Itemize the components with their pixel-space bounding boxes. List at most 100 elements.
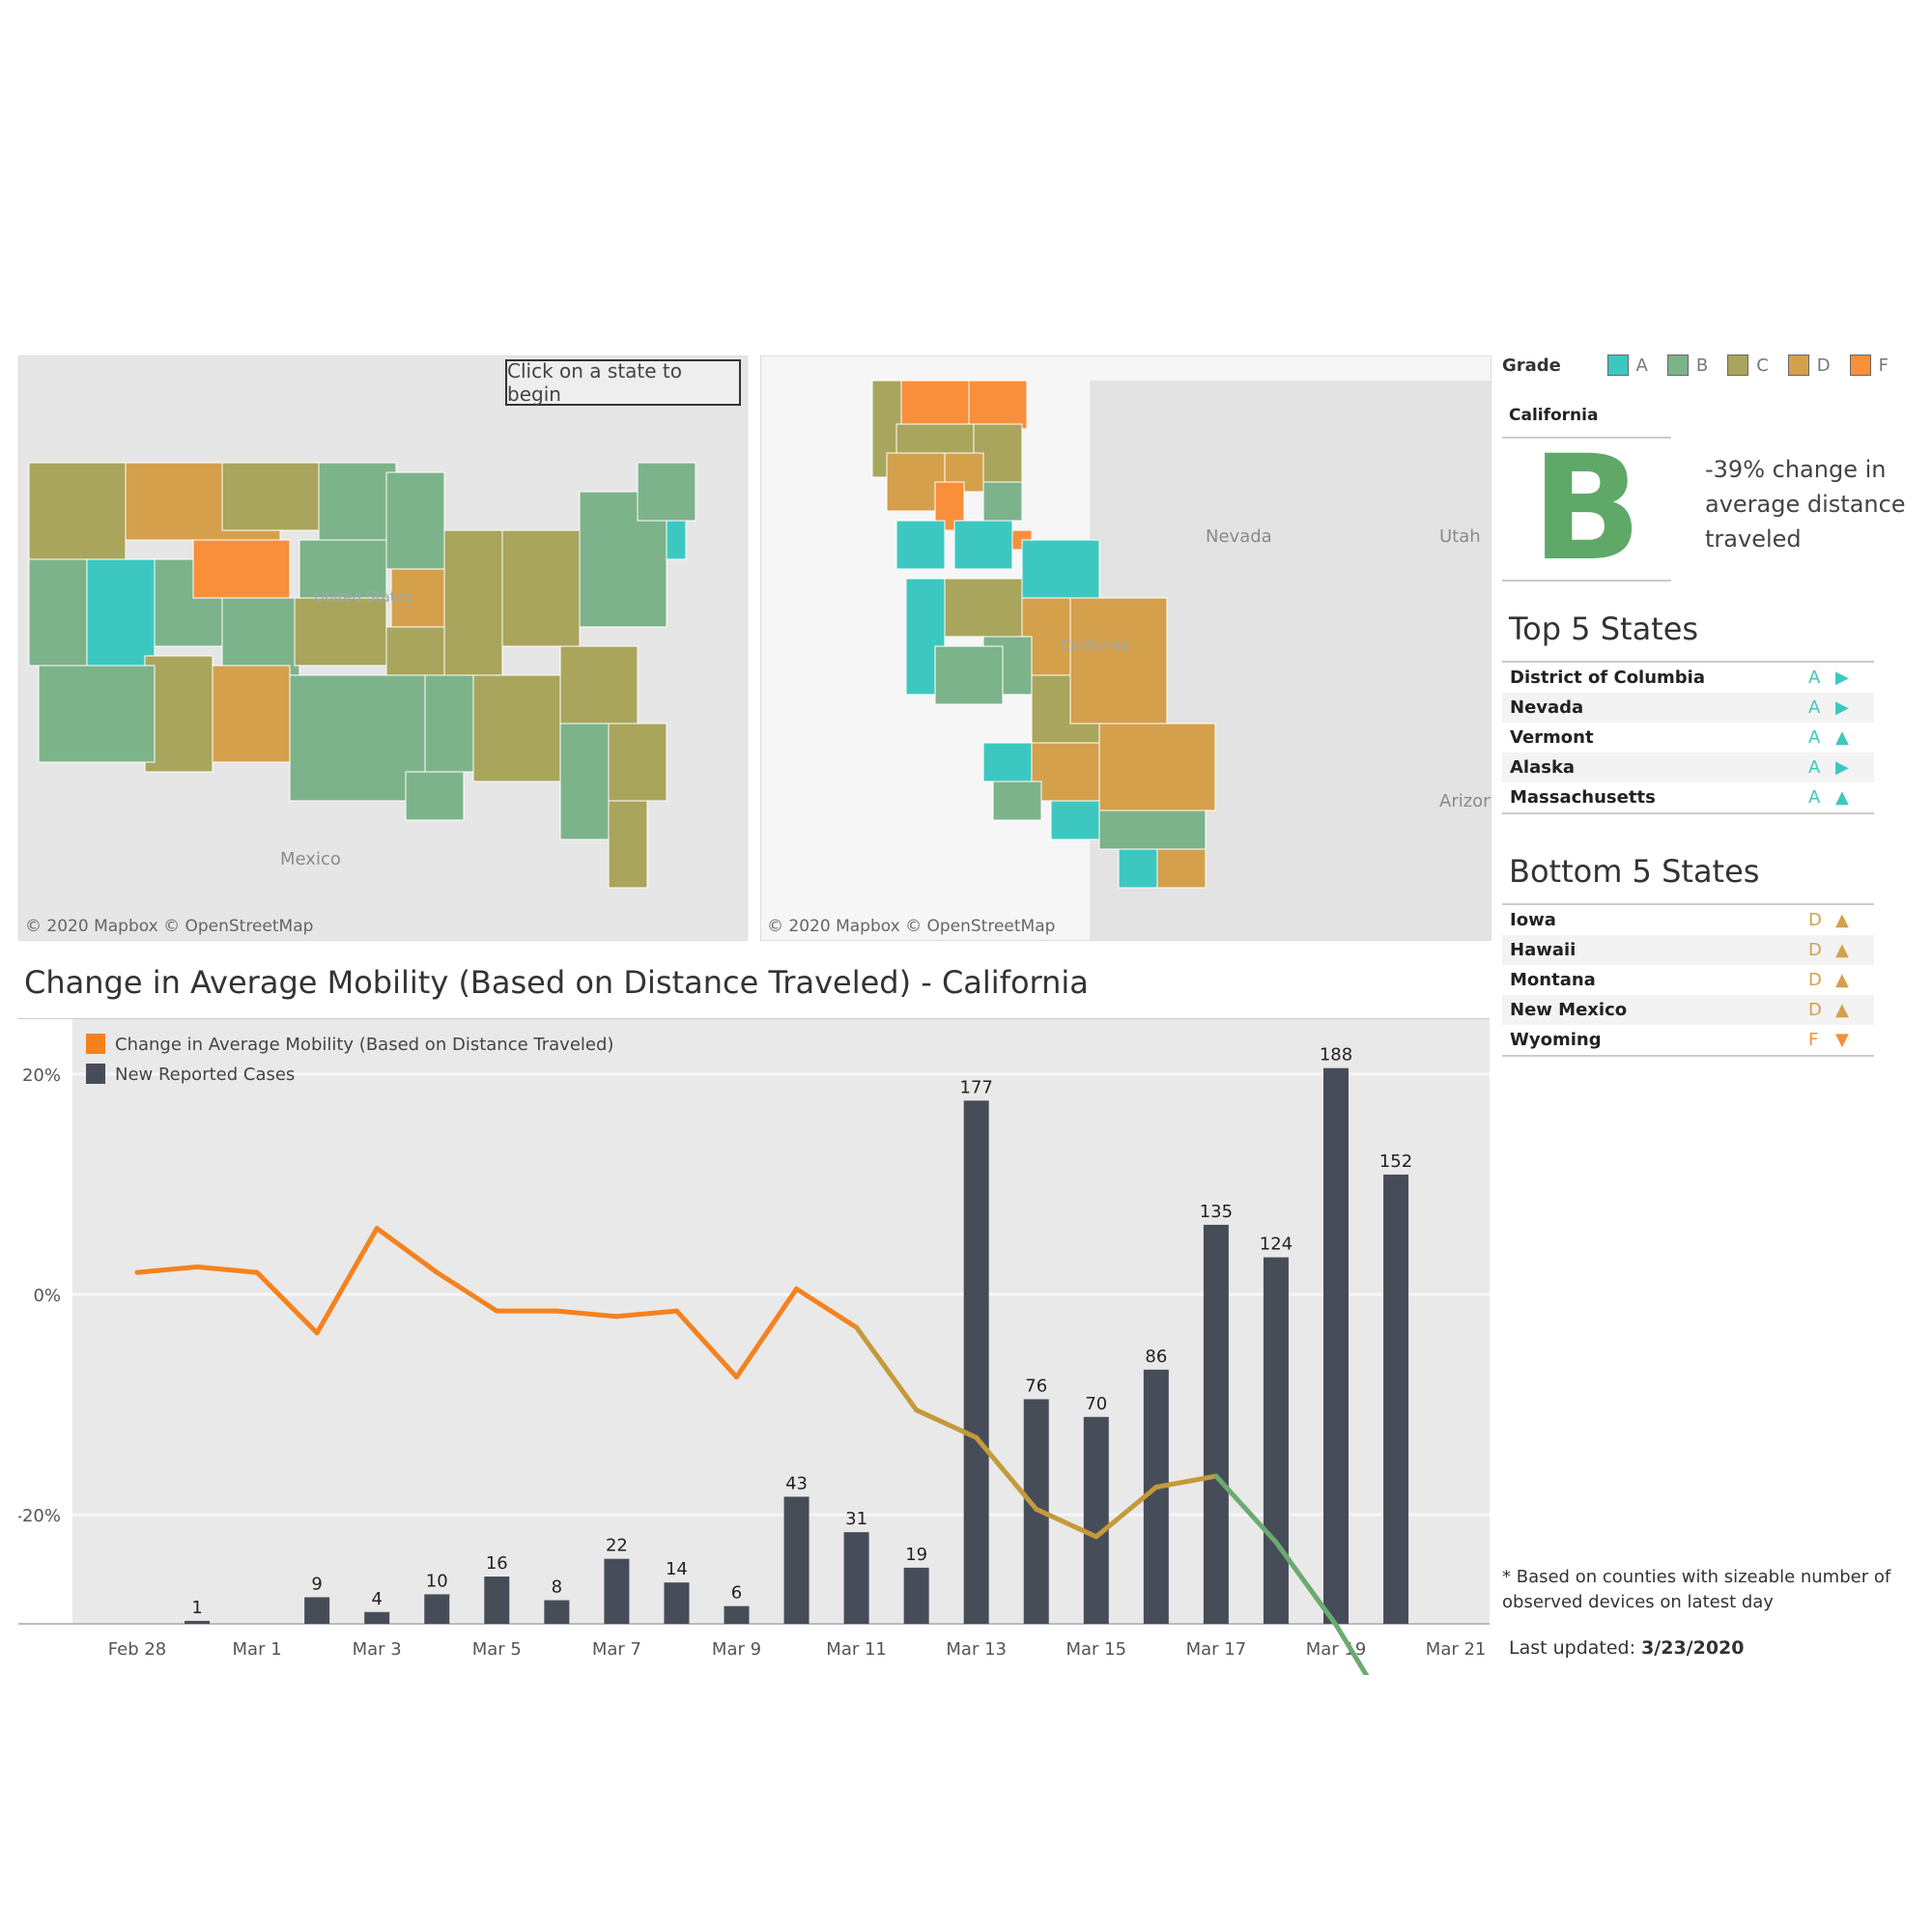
county-shape[interactable]	[1021, 539, 1100, 599]
county-shape[interactable]	[895, 520, 946, 570]
state-shape[interactable]	[212, 665, 291, 763]
mobility-line-segment[interactable]	[194, 1264, 260, 1275]
cases-bar[interactable]	[185, 1620, 211, 1624]
state-row[interactable]: New Mexico D ▲	[1502, 995, 1874, 1025]
state-shape[interactable]	[405, 771, 465, 821]
state-row[interactable]: District of Columbia A ▶	[1502, 663, 1874, 693]
state-shape[interactable]	[443, 529, 503, 686]
cases-bar[interactable]	[1383, 1174, 1409, 1624]
state-shape[interactable]	[38, 665, 156, 763]
county-shape[interactable]	[1098, 723, 1216, 811]
state-shape[interactable]	[192, 539, 291, 599]
state-row[interactable]: Hawaii D ▲	[1502, 935, 1874, 965]
cases-bar[interactable]	[903, 1567, 929, 1624]
mobility-line-segment[interactable]	[134, 1264, 200, 1275]
county-shape[interactable]	[1031, 742, 1100, 802]
cases-bar[interactable]	[843, 1532, 869, 1624]
mobility-line-segment[interactable]	[434, 1269, 499, 1314]
county-shape[interactable]	[1069, 597, 1168, 724]
us-map-shapes[interactable]	[19, 356, 747, 940]
bar-data-label: 9	[311, 1574, 322, 1594]
cases-bar[interactable]	[424, 1594, 450, 1624]
california-map[interactable]: Nevada Utah Arizona California © 2020 Ma…	[760, 355, 1492, 941]
mobility-line-segment[interactable]	[673, 1308, 739, 1379]
county-shape[interactable]	[891, 380, 970, 430]
state-row[interactable]: Vermont A ▲	[1502, 723, 1874, 753]
cases-bar[interactable]	[1323, 1067, 1349, 1624]
county-shape[interactable]	[982, 481, 1023, 522]
cases-bar[interactable]	[724, 1605, 750, 1624]
legend-item-c[interactable]: C	[1727, 355, 1769, 376]
cases-bar[interactable]	[304, 1597, 330, 1624]
cases-bar[interactable]	[484, 1577, 510, 1624]
state-row[interactable]: Montana D ▲	[1502, 965, 1874, 995]
cases-bar[interactable]	[364, 1611, 390, 1624]
state-shape[interactable]	[666, 520, 687, 560]
mobility-line-segment[interactable]	[974, 1435, 1039, 1512]
state-shape[interactable]	[28, 558, 88, 667]
mobility-line-segment[interactable]	[1153, 1473, 1219, 1490]
cases-bar[interactable]	[1083, 1416, 1109, 1624]
mobility-line-segment[interactable]	[374, 1226, 440, 1275]
state-shape[interactable]	[221, 462, 320, 531]
state-row[interactable]: Massachusetts A ▲	[1502, 782, 1874, 812]
state-shape[interactable]	[472, 674, 571, 782]
cases-bar[interactable]	[783, 1496, 810, 1624]
state-shape[interactable]	[144, 655, 213, 773]
legend-item-a[interactable]: A	[1606, 355, 1648, 376]
cases-bar[interactable]	[1263, 1257, 1289, 1624]
mobility-line-segment[interactable]	[613, 1308, 679, 1320]
state-shape[interactable]	[559, 723, 610, 840]
mobility-line-segment[interactable]	[1034, 1506, 1099, 1540]
county-shape[interactable]	[934, 645, 1004, 705]
county-shape[interactable]	[944, 578, 1023, 638]
state-shape[interactable]	[608, 800, 648, 889]
county-shape[interactable]	[953, 520, 1013, 570]
county-shape[interactable]	[968, 380, 1028, 430]
state-shape[interactable]	[294, 597, 387, 667]
county-shape[interactable]	[992, 781, 1042, 821]
legend-item-f[interactable]: F	[1849, 355, 1889, 376]
mobility-line-segment[interactable]	[1333, 1622, 1396, 1675]
mobility-line-segment[interactable]	[734, 1286, 800, 1379]
cases-bar[interactable]	[1203, 1224, 1229, 1624]
mobility-line-segment[interactable]	[1273, 1540, 1339, 1628]
state-shape[interactable]	[318, 462, 397, 541]
state-shape[interactable]	[637, 462, 696, 522]
state-shape[interactable]	[298, 539, 387, 599]
cases-bar[interactable]	[664, 1582, 690, 1624]
state-shape[interactable]	[221, 597, 300, 676]
county-shape[interactable]	[1050, 800, 1100, 840]
mobility-line-segment[interactable]	[914, 1407, 980, 1440]
mobility-line-segment[interactable]	[554, 1308, 619, 1320]
county-shape[interactable]	[1118, 848, 1158, 889]
county-shape[interactable]	[982, 742, 1033, 782]
state-row[interactable]: Iowa D ▲	[1502, 905, 1874, 935]
click-state-hint-button[interactable]: Click on a state to begin	[505, 359, 741, 406]
state-row[interactable]: Alaska A ▶	[1502, 753, 1874, 782]
state-row[interactable]: Wyoming F ▼	[1502, 1025, 1874, 1055]
legend-item-d[interactable]: D	[1787, 355, 1831, 376]
mobility-line-segment[interactable]	[1094, 1485, 1159, 1540]
cases-bar[interactable]	[544, 1600, 570, 1624]
mobility-line-segment[interactable]	[254, 1269, 320, 1336]
mobility-line-segment[interactable]	[794, 1286, 860, 1330]
mobility-line-segment[interactable]	[314, 1226, 380, 1336]
state-row[interactable]: Nevada A ▶	[1502, 693, 1874, 723]
county-shape[interactable]	[1098, 810, 1207, 850]
state-shape[interactable]	[289, 674, 426, 802]
cases-bar[interactable]	[963, 1100, 989, 1624]
mobility-line-segment[interactable]	[1213, 1473, 1279, 1545]
state-shape[interactable]	[28, 462, 127, 560]
state-shape[interactable]	[86, 558, 156, 667]
california-county-shapes[interactable]	[761, 356, 1491, 940]
county-shape[interactable]	[1156, 848, 1207, 889]
us-map[interactable]: Click on a state to begin Mexico United …	[18, 355, 748, 941]
mobility-line-segment[interactable]	[854, 1324, 920, 1413]
cases-bar[interactable]	[604, 1558, 630, 1624]
state-shape[interactable]	[385, 471, 445, 570]
state-shape[interactable]	[559, 645, 639, 724]
state-shape[interactable]	[608, 723, 668, 802]
legend-item-b[interactable]: B	[1666, 355, 1708, 376]
state-shape[interactable]	[501, 529, 581, 647]
